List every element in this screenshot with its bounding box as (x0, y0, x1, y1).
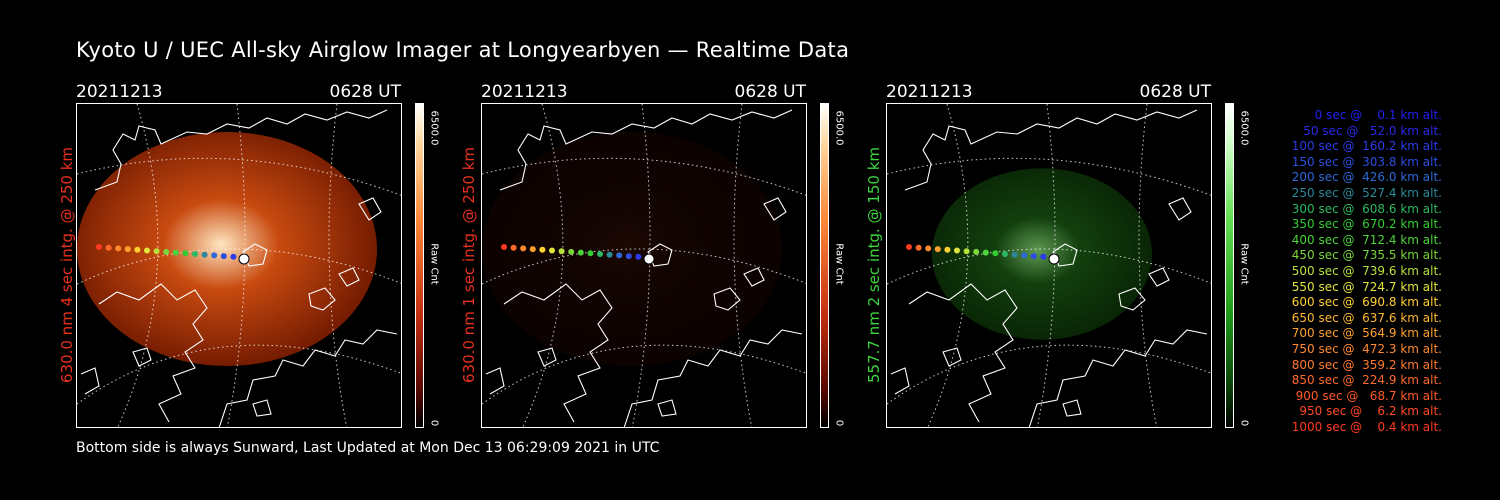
legend-row: 750 sec @ 472.3 km alt. (1287, 341, 1442, 356)
sky-image-disc (77, 132, 377, 366)
sky-image-disc (932, 168, 1152, 340)
panel-1-wavelength-label: 630.0 nm 4 sec intg. @ 250 km (58, 146, 76, 384)
legend-row: 950 sec @ 6.2 km alt. (1295, 404, 1442, 419)
page-title: Kyoto U / UEC All-sky Airglow Imager at … (76, 38, 850, 62)
panel-3-wavelength-label: 557.7 nm 2 sec intg. @ 150 km (865, 146, 883, 384)
legend-row: 650 sec @ 637.6 km alt. (1287, 310, 1442, 325)
panel-3-time: 0628 UT (1139, 82, 1212, 102)
footer-update-note: Bottom side is always Sunward, Last Upda… (76, 440, 660, 456)
legend-row: 150 sec @ 303.8 km alt. (1287, 154, 1442, 169)
legend-row: 550 sec @ 724.7 km alt. (1287, 279, 1442, 294)
legend-row: 500 sec @ 739.6 km alt. (1287, 263, 1442, 278)
panel-2-colorbar-max: 6500.0 (833, 110, 845, 146)
legend-row: 850 sec @ 224.9 km alt. (1287, 373, 1442, 388)
airglow-image (77, 104, 401, 427)
panel-1-time: 0628 UT (329, 82, 402, 102)
panel-3-colorbar-min: 0 (1238, 419, 1250, 427)
legend-row: 700 sec @ 564.9 km alt. (1287, 326, 1442, 341)
legend-row: 900 sec @ 68.7 km alt. (1291, 388, 1442, 403)
panel-1-image (76, 103, 402, 428)
legend-row: 200 sec @ 426.0 km alt. (1287, 170, 1442, 185)
legend-row: 600 sec @ 690.8 km alt. (1287, 295, 1442, 310)
panel-2-image (481, 103, 807, 428)
panel-3-image (886, 103, 1212, 428)
legend-row: 300 sec @ 608.6 km alt. (1287, 201, 1442, 216)
legend-row: 250 sec @ 527.4 km alt. (1287, 185, 1442, 200)
panel-1-colorbar (415, 103, 424, 428)
trajectory-legend: 0 sec @ 0.1 km alt. 50 sec @ 52.0 km alt… (1262, 108, 1442, 435)
airglow-image (482, 104, 806, 427)
sky-image-disc (482, 132, 782, 366)
panel-1-colorbar-min: 0 (428, 419, 440, 427)
panel-3-colorbar (1225, 103, 1234, 428)
legend-row: 450 sec @ 735.5 km alt. (1287, 248, 1442, 263)
panel-1-colorbar-unit: Raw Cnt (428, 243, 440, 285)
panel-3-colorbar-unit: Raw Cnt (1238, 243, 1250, 285)
legend-row: 50 sec @ 52.0 km alt. (1295, 123, 1442, 138)
panel-1-date: 20211213 (76, 82, 163, 102)
panel-2-time: 0628 UT (734, 82, 807, 102)
legend-row: 350 sec @ 670.2 km alt. (1287, 217, 1442, 232)
legend-row: 1000 sec @ 0.4 km alt. (1291, 419, 1442, 434)
legend-row: 400 sec @ 712.4 km alt. (1287, 232, 1442, 247)
panel-2-date: 20211213 (481, 82, 568, 102)
panel-2-wavelength-label: 630.0 nm 1 sec intg. @ 250 km (460, 146, 478, 384)
panel-2-colorbar-unit: Raw Cnt (833, 243, 845, 285)
panel-2-colorbar (820, 103, 829, 428)
legend-row: 100 sec @ 160.2 km alt. (1287, 139, 1442, 154)
panel-2-colorbar-min: 0 (833, 419, 845, 427)
panel-1-colorbar-max: 6500.0 (428, 110, 440, 146)
legend-row: 800 sec @ 359.2 km alt. (1287, 357, 1442, 372)
legend-row: 0 sec @ 0.1 km alt. (1303, 108, 1442, 122)
airglow-image (887, 104, 1211, 427)
panel-3-date: 20211213 (886, 82, 973, 102)
panel-3-colorbar-max: 6500.0 (1238, 110, 1250, 146)
